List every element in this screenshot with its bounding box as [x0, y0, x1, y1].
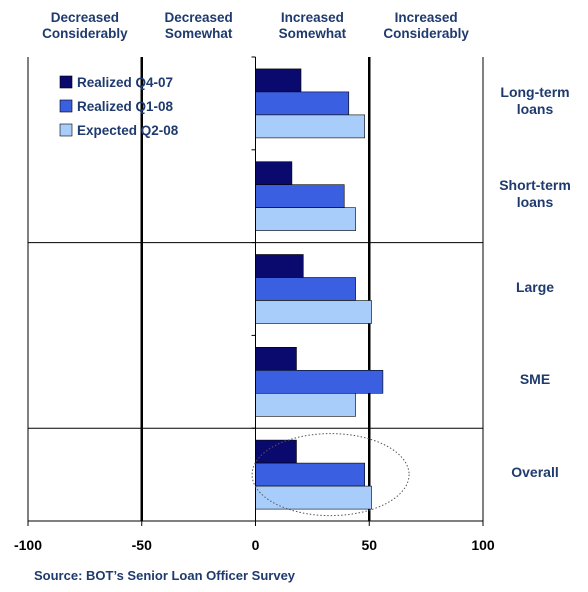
- category-label-line1: Long-term: [500, 84, 570, 101]
- bar-short-term-s1: [255, 161, 293, 185]
- category-label-line1: Large: [515, 278, 555, 295]
- legend: Realized Q4-07 Realized Q1-08 Expected Q2-…: [59, 75, 179, 138]
- x-tick-label: -100: [14, 537, 42, 553]
- source-note: Source: BOT’s Senior Loan Officer Survey: [34, 568, 296, 583]
- column-header-2: Decreased Somewhat: [139, 10, 259, 42]
- x-tick-label: -50: [132, 537, 152, 553]
- category-label-overall: Overall: [482, 464, 588, 481]
- column-header-line2: Somewhat: [278, 26, 347, 41]
- overall-highlight-ellipse: [251, 433, 410, 517]
- axes: [27, 56, 484, 526]
- bar-long-term-s1: [255, 68, 302, 93]
- column-header-line1: Increased: [280, 10, 344, 25]
- bar-sme-s1: [255, 346, 297, 371]
- category-label-line2: loans: [516, 194, 554, 211]
- bar-large-s2: [255, 277, 356, 301]
- category-label-sme: SME: [482, 371, 588, 388]
- column-header-line1: Decreased: [50, 10, 120, 25]
- bar-sme-s2: [255, 369, 384, 394]
- bar-overall-s1: [255, 439, 297, 464]
- category-label-short-term: Short-term loans: [482, 177, 588, 211]
- legend-swatch-2: [59, 99, 73, 113]
- column-header-line2: Considerably: [42, 26, 128, 41]
- bar-large-s3: [255, 300, 372, 324]
- bar-overall-s2: [255, 462, 365, 487]
- legend-label-1: Realized Q4-07: [77, 75, 173, 90]
- legend-swatch-3: [59, 123, 73, 137]
- column-header-line2: Considerably: [383, 26, 469, 41]
- column-header-line2: Somewhat: [164, 26, 233, 41]
- bar-sme-s3: [255, 392, 356, 417]
- category-label-line1: SME: [519, 371, 551, 388]
- column-header-line1: Decreased: [164, 10, 233, 25]
- column-header-line1: Increased: [394, 10, 458, 25]
- bar-long-term-s3: [255, 114, 365, 139]
- column-header-3: Increased Somewhat: [252, 10, 372, 42]
- legend-swatch-1: [59, 75, 73, 89]
- bar-short-term-s2: [255, 184, 345, 208]
- bars: [255, 68, 384, 510]
- category-label-line2: loans: [516, 101, 554, 118]
- column-header-4: Increased Considerably: [366, 10, 486, 42]
- legend-label-3: Expected Q2-08: [77, 123, 179, 138]
- x-tick-label: 50: [361, 537, 377, 553]
- x-tick-labels: -100 -50 0 50 100: [14, 537, 495, 553]
- column-header-1: Decreased Considerably: [25, 10, 145, 42]
- bar-short-term-s3: [255, 207, 356, 231]
- x-tick-label: 0: [252, 537, 260, 553]
- category-label-line1: Overall: [511, 464, 559, 481]
- x-tick-label: 100: [471, 537, 495, 553]
- bar-overall-s3: [255, 485, 372, 510]
- legend-label-2: Realized Q1-08: [77, 99, 174, 114]
- category-label-large: Large: [482, 279, 588, 296]
- category-label-line1: Short-term: [499, 177, 571, 194]
- bar-long-term-s2: [255, 91, 350, 116]
- bar-large-s1: [255, 254, 304, 278]
- category-label-long-term: Long-term loans: [482, 84, 588, 118]
